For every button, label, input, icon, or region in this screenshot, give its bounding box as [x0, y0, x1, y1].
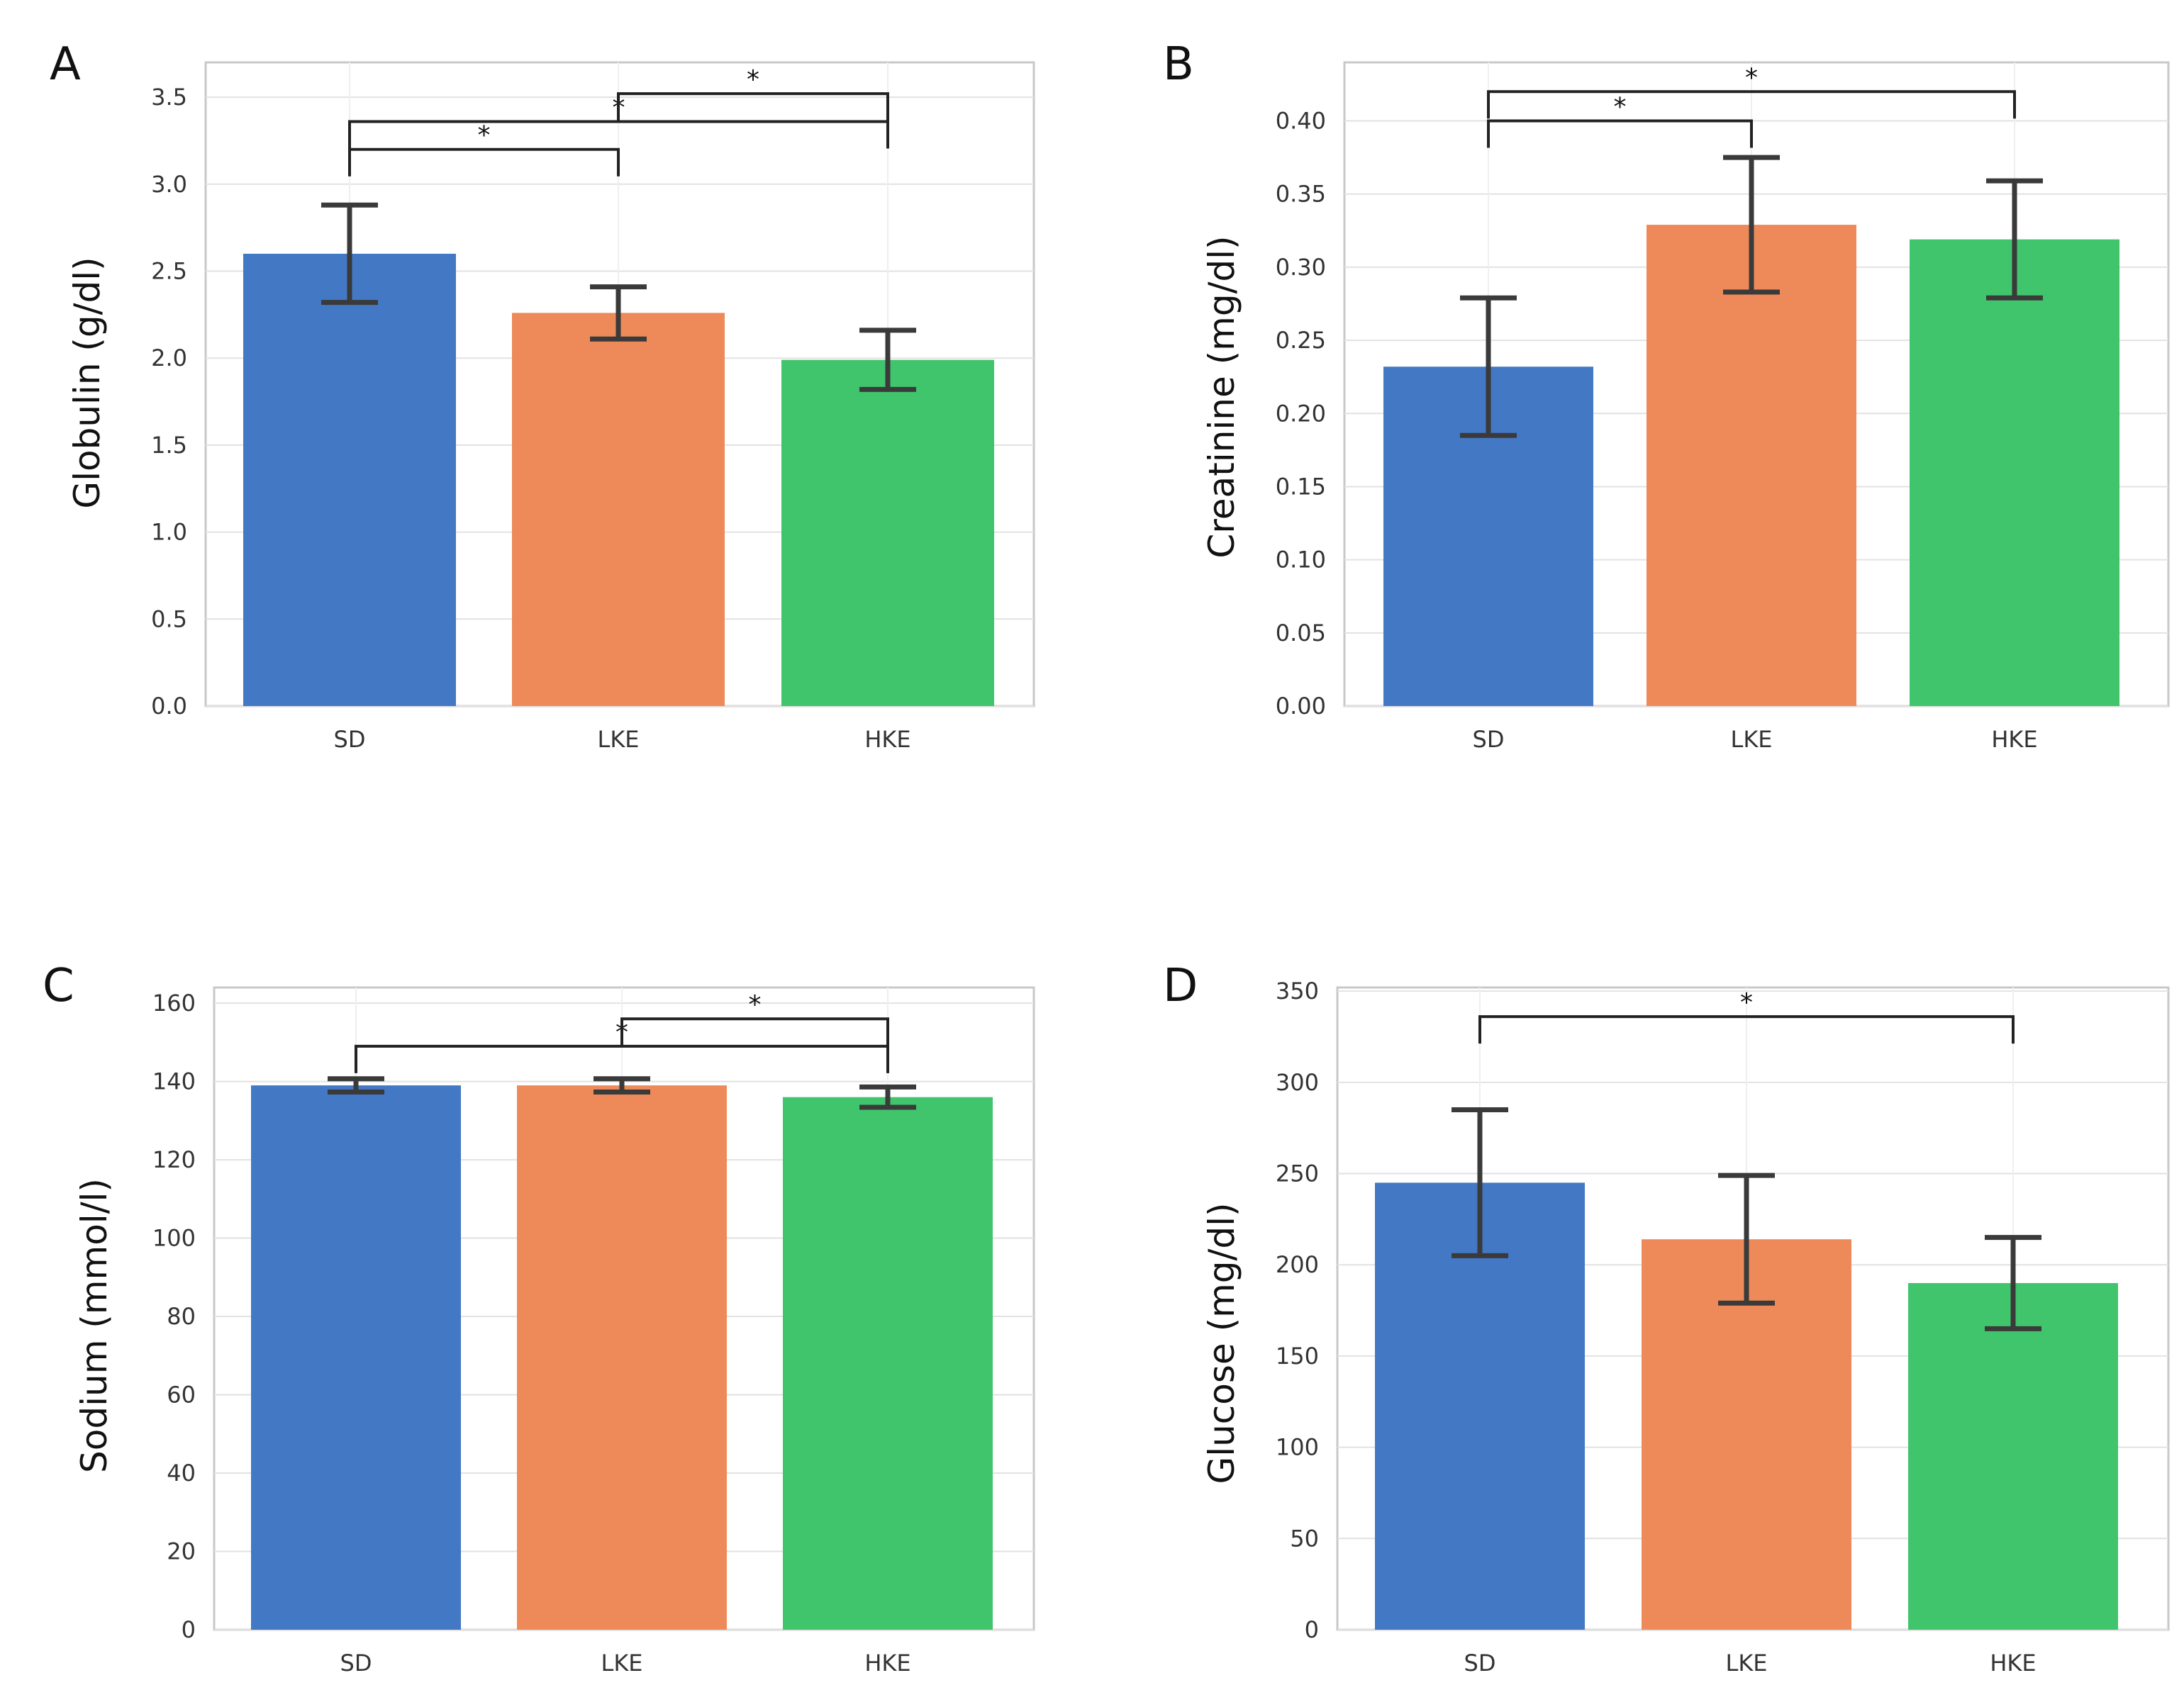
y-tick-label: 0.35	[1276, 181, 1326, 208]
bar-lke	[512, 313, 725, 706]
panel-d: 0 50 100 150 200 250 300 350 SD LKE HKE * Glucose (m…	[1163, 960, 2168, 1677]
y-tick-label: 0.0	[151, 693, 187, 720]
x-tick-label-sd: SD	[334, 726, 366, 753]
y-tick-label: 100	[1276, 1434, 1319, 1461]
significance-star: *	[478, 121, 491, 150]
x-tick-label-lke: LKE	[597, 726, 639, 753]
bar-hke	[1910, 240, 2119, 706]
x-tick-label-hke: HKE	[1990, 1650, 2036, 1677]
significance-star: *	[749, 990, 762, 1019]
y-tick-label: 0.00	[1276, 693, 1326, 720]
bar-lke	[517, 1085, 727, 1630]
figure-canvas: 0.0 0.5 1.0 1.5 2.0 2.5 3.0 3.5 SD LKE HKE * * * Globu…	[0, 0, 2184, 1707]
significance-star: *	[1740, 988, 1753, 1017]
y-tick-label: 140	[152, 1068, 196, 1095]
y-tick-label: 60	[167, 1382, 196, 1409]
x-tick-label-sd: SD	[1473, 726, 1505, 753]
y-tick-label: 3.5	[151, 84, 187, 111]
y-tick-label: 0.5	[151, 605, 187, 632]
y-axis-label: Globulin (g/dl)	[67, 257, 108, 508]
y-tick-label: 350	[1276, 978, 1319, 1004]
y-tick-label: 250	[1276, 1160, 1319, 1187]
y-tick-label: 0.15	[1276, 473, 1326, 500]
y-tick-label: 40	[167, 1460, 196, 1487]
y-tick-label: 160	[152, 990, 196, 1017]
y-tick-label: 1.5	[151, 432, 187, 459]
x-tick-label-hke: HKE	[864, 726, 910, 753]
y-tick-label: 20	[167, 1538, 196, 1565]
panel-letter: D	[1163, 960, 1198, 1012]
x-tick-label-sd: SD	[340, 1650, 372, 1677]
bar-sd	[251, 1085, 461, 1630]
x-tick-label-hke: HKE	[864, 1650, 910, 1677]
y-tick-label: 80	[167, 1303, 196, 1330]
y-tick-label: 0	[1305, 1616, 1319, 1643]
x-tick-label-lke: LKE	[601, 1650, 642, 1677]
significance-star: *	[747, 65, 759, 94]
panel-letter: B	[1163, 38, 1194, 91]
y-tick-label: 1.0	[151, 519, 187, 546]
panel-letter: A	[50, 38, 81, 91]
y-tick-label: 120	[152, 1146, 196, 1173]
y-tick-label: 0.40	[1276, 108, 1326, 135]
bar-hke	[1908, 1283, 2118, 1630]
panel-a: 0.00.51.01.52.02.53.03.5SD LKE HKE***Globu…	[50, 38, 1034, 753]
y-tick-label: 0.10	[1276, 547, 1326, 573]
y-axis-label: Creatinine (mg/dl)	[1201, 235, 1242, 558]
y-tick-label: 100	[152, 1225, 196, 1252]
bar-hke	[781, 360, 994, 706]
y-axis-label: Sodium (mmol/l)	[74, 1178, 115, 1473]
y-tick-label: 2.5	[151, 257, 187, 284]
significance-star: *	[1614, 93, 1627, 122]
y-tick-label: 50	[1290, 1525, 1319, 1552]
y-tick-label: 0.30	[1276, 254, 1326, 281]
y-tick-label: 2.0	[151, 345, 187, 371]
y-tick-label: 0.20	[1276, 400, 1326, 427]
x-tick-label-sd: SD	[1464, 1650, 1496, 1677]
significance-star: *	[1745, 63, 1758, 92]
y-tick-label: 150	[1276, 1343, 1319, 1370]
y-axis-label: Glucose (mg/dl)	[1201, 1202, 1242, 1484]
y-tick-label: 0	[182, 1616, 196, 1643]
x-tick-label-lke: LKE	[1725, 1650, 1767, 1677]
y-tick-label: 200	[1276, 1251, 1319, 1278]
y-tick-label: 3.0	[151, 171, 187, 198]
y-tick-label: 0.05	[1276, 620, 1326, 647]
y-tick-label: 300	[1276, 1069, 1319, 1096]
x-tick-label-hke: HKE	[1991, 726, 2037, 753]
bar-lke	[1647, 225, 1856, 706]
panel-b: 0.00 0.05 0.10 0.15 0.20 0.25 0.30 0.35 0.40 SD LK…	[1163, 38, 2168, 753]
x-tick-label-lke: LKE	[1730, 726, 1772, 753]
y-tick-label: 0.25	[1276, 327, 1326, 354]
panel-letter: C	[43, 960, 74, 1012]
bar-sd	[243, 254, 456, 706]
bar-hke	[783, 1097, 993, 1630]
